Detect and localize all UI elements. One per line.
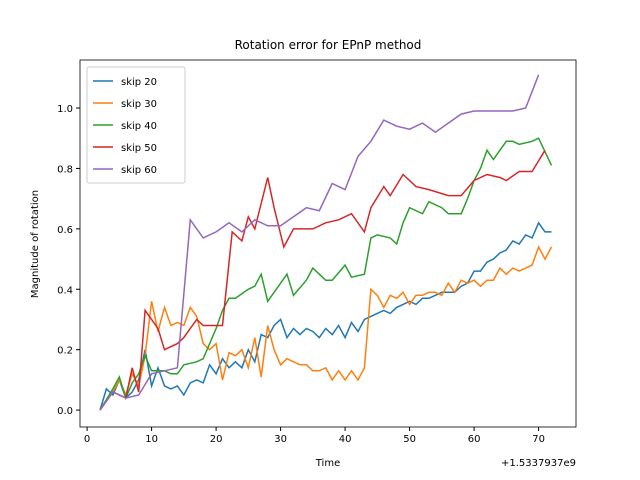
- x-offset-label: +1.5337937e9: [501, 458, 576, 469]
- legend-label: skip 60: [121, 165, 157, 176]
- series-line: [99, 137, 553, 411]
- y-tick-label: 0.4: [57, 285, 73, 296]
- x-tick-label: 10: [145, 434, 158, 445]
- x-axis-label: Time: [315, 458, 340, 469]
- x-tick-label: 60: [468, 434, 481, 445]
- legend-label: skip 50: [121, 143, 157, 154]
- series-line: [99, 74, 540, 411]
- legend-box: [86, 66, 186, 184]
- y-axis-label: Magnitude of rotation: [30, 190, 41, 298]
- x-tick-label: 70: [532, 434, 545, 445]
- y-tick-label: 1.0: [57, 104, 73, 115]
- series-line: [99, 245, 553, 411]
- x-tick-label: 50: [403, 434, 416, 445]
- y-tick-label: 0.0: [57, 406, 73, 417]
- y-tick-label: 0.2: [57, 346, 73, 357]
- series-line: [99, 149, 546, 411]
- legend-label: skip 30: [121, 99, 157, 110]
- legend-label: skip 40: [121, 121, 157, 132]
- y-tick-label: 0.6: [57, 225, 73, 236]
- series-line: [99, 221, 552, 411]
- x-tick-label: 30: [274, 434, 287, 445]
- plot-frame: [79, 59, 577, 428]
- x-tick-label: 20: [210, 434, 223, 445]
- legend-label: skip 20: [121, 77, 157, 88]
- x-tick-label: 0: [84, 434, 90, 445]
- chart-title: Rotation error for EPnP method: [235, 38, 422, 52]
- y-tick-label: 0.8: [57, 164, 73, 175]
- x-tick-label: 40: [339, 434, 352, 445]
